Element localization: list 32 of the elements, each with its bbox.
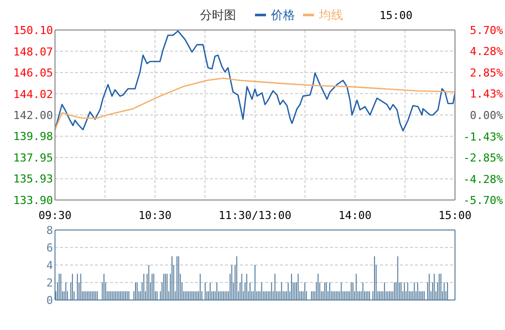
x-tick-label: 10:30 [138,209,172,222]
y-tick-label: 5.70% [470,24,504,37]
y-tick-label: 148.07 [13,45,53,58]
y-tick-label: 0 [46,294,53,307]
y-tick-label: 8 [46,224,53,237]
y-tick-label: 144.02 [13,88,53,101]
y-tick-label: 133.90 [13,194,53,207]
y-tick-label: -5.70% [463,194,504,207]
x-tick-label: 15:00 [438,209,472,222]
x-tick-label: 09:30 [38,209,72,222]
y-tick-label: 1.43% [470,88,504,101]
y-tick-label: 142.00 [13,109,53,122]
y-tick-label: 4.28% [470,45,504,58]
text: 15:00 [379,9,413,22]
y-tick-label: 2 [46,276,53,290]
y-tick-label: 6 [46,242,53,254]
y-tick-label: 0.00% [470,109,504,122]
x-tick-label: 14:00 [338,209,372,222]
legend-label: 均线 [318,8,343,22]
y-tick-label: 135.93 [13,172,53,186]
y-tick-label: 150.10 [13,24,53,37]
y-tick-label: 137.95 [13,152,53,164]
legend-label: 价格 [270,8,295,22]
y-tick-label: -2.85% [463,152,504,164]
x-tick-label: 11:30/13:00 [218,209,292,222]
y-tick-label: -1.43% [463,130,504,144]
y-tick-label: 139.98 [13,130,53,144]
y-tick-label: 4 [46,259,54,272]
y-tick-label: 2.85% [470,66,504,80]
y-tick-label: 146.05 [13,66,53,80]
chart-title: 分时图 [200,8,236,22]
y-tick-label: -4.28% [463,172,504,186]
